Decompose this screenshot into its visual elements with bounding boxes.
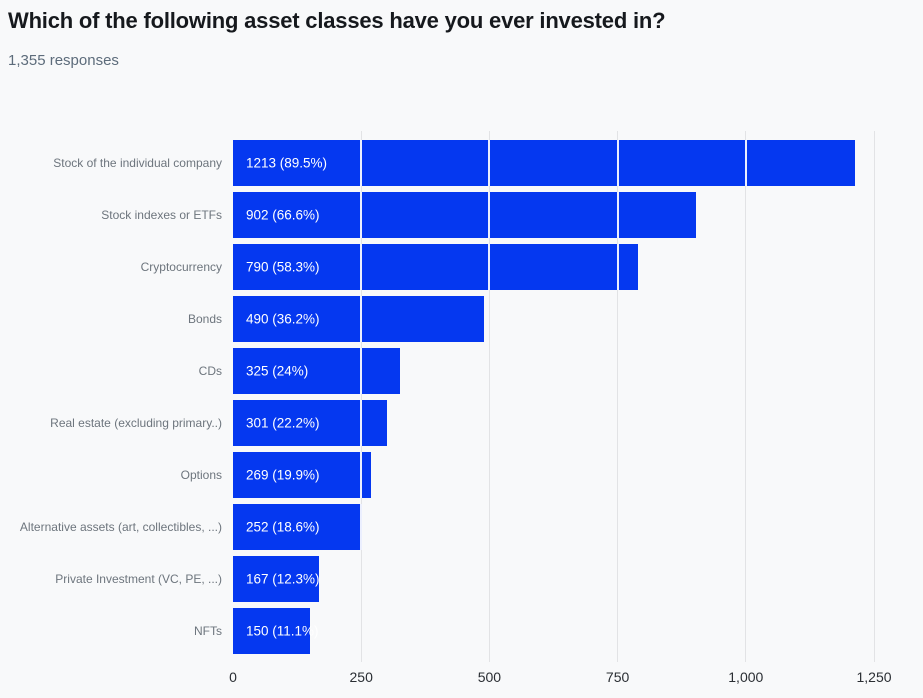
bar: 790 (58.3%)	[233, 244, 639, 290]
category-label: Bonds	[187, 312, 222, 326]
bar-value-label: 252 (18.6%)	[246, 519, 320, 535]
bar: 490 (36.2%)	[233, 296, 485, 342]
gridline-on-bar	[616, 192, 619, 238]
gridline-on-bar	[360, 140, 363, 186]
gridline	[488, 131, 490, 662]
gridline-on-bar	[744, 140, 747, 186]
bar-track: 1213 (89.5%)	[233, 140, 874, 186]
category-label: Stock indexes or ETFs	[101, 208, 222, 222]
x-axis: 0 250 500 750 1,000 1,250	[229, 667, 891, 689]
bar: 167 (12.3%)	[233, 556, 320, 602]
page-title: Which of the following asset classes hav…	[8, 8, 666, 33]
x-axis-tick-label: 750	[605, 669, 630, 685]
gridline-on-bar	[488, 140, 491, 186]
x-axis-tick-label: 0	[229, 669, 237, 685]
bar: 301 (22.2%)	[233, 400, 388, 446]
bar-track: 167 (12.3%)	[233, 556, 874, 602]
category-label: Real estate (excluding primary..)	[50, 416, 222, 430]
bar-track: 490 (36.2%)	[233, 296, 874, 342]
bar-value-label: 490 (36.2%)	[246, 311, 320, 327]
bar: 150 (11.1%)	[233, 608, 319, 654]
gridline	[873, 131, 875, 662]
bar: 269 (19.9%)	[233, 452, 371, 498]
category-label: Options	[180, 468, 222, 482]
bar-track: 325 (24%)	[233, 348, 874, 394]
bar-value-label: 325 (24%)	[246, 363, 309, 379]
gridline	[617, 131, 619, 662]
gridline-on-bar	[488, 192, 491, 238]
bar-track: 790 (58.3%)	[233, 244, 874, 290]
bar-value-label: 1213 (89.5%)	[246, 155, 328, 171]
bar: 325 (24%)	[233, 348, 400, 394]
bar-row: Bonds 490 (36.2%)	[0, 293, 923, 345]
x-axis-tick-label: 250	[349, 669, 373, 685]
category-label: Private Investment (VC, PE, ...)	[55, 572, 222, 586]
bar-value-label: 167 (12.3%)	[246, 571, 320, 587]
gridline-on-bar	[360, 192, 363, 238]
category-label: Alternative assets (art, collectibles, .…	[19, 520, 222, 534]
gridline-on-bar	[360, 452, 363, 498]
gridline	[360, 131, 362, 662]
category-label: Cryptocurrency	[140, 260, 222, 274]
bar: 1213 (89.5%)	[233, 140, 856, 186]
gridline-on-bar	[360, 296, 363, 342]
bar-track: 252 (18.6%)	[233, 504, 874, 550]
bar-row: Cryptocurrency 790 (58.3%)	[0, 241, 923, 293]
bar-value-label: 150 (11.1%)	[246, 623, 319, 639]
bar-rows: Stock of the individual company 1213 (89.…	[0, 137, 923, 657]
gridline-on-bar	[360, 400, 363, 446]
bar-value-label: 301 (22.2%)	[246, 415, 320, 431]
x-axis-tick-label: 1,250	[856, 669, 892, 685]
response-count: 1,355 responses	[8, 52, 119, 69]
bar-row: Stock of the individual company 1213 (89.…	[0, 137, 923, 189]
bar-chart: Stock of the individual company 1213 (89.…	[0, 131, 923, 697]
gridline-on-bar	[360, 244, 363, 290]
gridline-on-bar	[488, 244, 491, 290]
bar-row: Real estate (excluding primary..) 301 (22…	[0, 397, 923, 449]
gridline	[745, 131, 747, 662]
bar-row: CDs 325 (24%)	[0, 345, 923, 397]
category-label: CDs	[198, 364, 222, 378]
gridline-on-bar	[360, 348, 363, 394]
gridline-on-bar	[616, 244, 619, 290]
bar-row: Stock indexes or ETFs 902 (66.6%)	[0, 189, 923, 241]
gridline-on-bar	[360, 504, 363, 550]
bar-row: NFTs 150 (11.1%)	[0, 605, 923, 657]
category-label: Stock of the individual company	[53, 156, 222, 170]
x-axis-tick-label: 500	[477, 669, 502, 685]
bar: 902 (66.6%)	[233, 192, 696, 238]
bar-track: 269 (19.9%)	[233, 452, 874, 498]
bar-value-label: 269 (19.9%)	[246, 467, 320, 483]
category-label: NFTs	[194, 624, 222, 638]
bar: 252 (18.6%)	[233, 504, 363, 550]
bar-track: 902 (66.6%)	[233, 192, 874, 238]
gridlines-layer	[233, 131, 875, 662]
gridline-on-bar	[616, 140, 619, 186]
bar-value-label: 902 (66.6%)	[246, 207, 320, 223]
bar-value-label: 790 (58.3%)	[246, 259, 320, 275]
bar-row: Private Investment (VC, PE, ...) 167 (12.…	[0, 553, 923, 605]
bar-track: 301 (22.2%)	[233, 400, 874, 446]
bar-row: Alternative assets (art, collectibles, .…	[0, 501, 923, 553]
x-axis-tick-label: 1,000	[728, 669, 764, 685]
bar-track: 150 (11.1%)	[233, 608, 874, 654]
bar-row: Options 269 (19.9%)	[0, 449, 923, 501]
